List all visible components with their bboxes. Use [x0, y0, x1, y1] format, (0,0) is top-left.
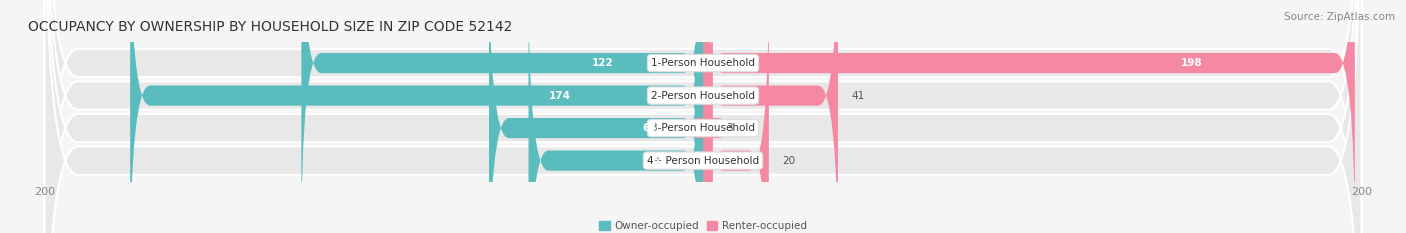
Text: 53: 53	[652, 156, 666, 166]
Text: 198: 198	[1181, 58, 1202, 68]
Text: 65: 65	[643, 123, 657, 133]
FancyBboxPatch shape	[703, 0, 1355, 233]
FancyBboxPatch shape	[45, 0, 1361, 233]
FancyBboxPatch shape	[131, 0, 703, 233]
Text: 4+ Person Household: 4+ Person Household	[647, 156, 759, 166]
FancyBboxPatch shape	[703, 0, 769, 233]
Text: 2-Person Household: 2-Person Household	[651, 91, 755, 101]
Text: Source: ZipAtlas.com: Source: ZipAtlas.com	[1284, 12, 1395, 22]
Text: 20: 20	[782, 156, 796, 166]
Text: 3-Person Household: 3-Person Household	[651, 123, 755, 133]
FancyBboxPatch shape	[693, 0, 723, 233]
Legend: Owner-occupied, Renter-occupied: Owner-occupied, Renter-occupied	[595, 217, 811, 233]
FancyBboxPatch shape	[529, 0, 703, 233]
Text: 122: 122	[592, 58, 613, 68]
Text: 41: 41	[851, 91, 865, 101]
FancyBboxPatch shape	[45, 0, 1361, 233]
Text: 3: 3	[725, 123, 733, 133]
FancyBboxPatch shape	[45, 0, 1361, 233]
Text: OCCUPANCY BY OWNERSHIP BY HOUSEHOLD SIZE IN ZIP CODE 52142: OCCUPANCY BY OWNERSHIP BY HOUSEHOLD SIZE…	[28, 20, 513, 34]
FancyBboxPatch shape	[489, 0, 703, 233]
Text: 174: 174	[548, 91, 571, 101]
FancyBboxPatch shape	[301, 0, 703, 233]
Text: 1-Person Household: 1-Person Household	[651, 58, 755, 68]
FancyBboxPatch shape	[45, 0, 1361, 233]
FancyBboxPatch shape	[703, 0, 838, 233]
